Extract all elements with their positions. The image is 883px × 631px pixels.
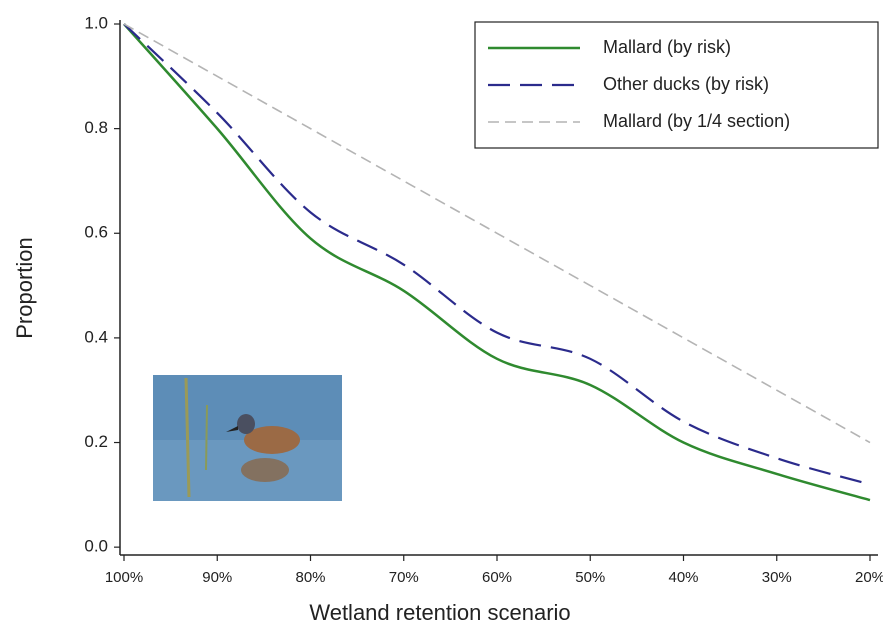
x-tick-label: 20% [855,569,883,586]
legend-text: Other ducks (by risk) [603,74,769,94]
y-tick-label: 0.4 [84,327,108,346]
y-axis-title: Proportion [12,237,37,339]
x-tick-label: 90% [202,569,232,586]
y-tick-label: 0.0 [84,537,108,556]
x-tick-label: 30% [762,569,792,586]
x-tick-label: 70% [389,569,419,586]
legend-text: Mallard (by risk) [603,37,731,57]
duck-photo [153,375,342,501]
chart: Wetland retention scenario Proportion 0.… [0,0,883,631]
y-tick-label: 0.8 [84,118,108,137]
x-tick-label: 40% [668,569,698,586]
x-tick-label: 60% [482,569,512,586]
y-tick-label: 0.2 [84,432,108,451]
x-axis-title: Wetland retention scenario [309,600,570,625]
legend-text: Mallard (by 1/4 section) [603,111,790,131]
x-tick-label: 100% [105,569,143,586]
y-tick-label: 0.6 [84,223,108,242]
y-tick-label: 1.0 [84,13,108,32]
x-tick-label: 50% [575,569,605,586]
x-tick-label: 80% [295,569,325,586]
